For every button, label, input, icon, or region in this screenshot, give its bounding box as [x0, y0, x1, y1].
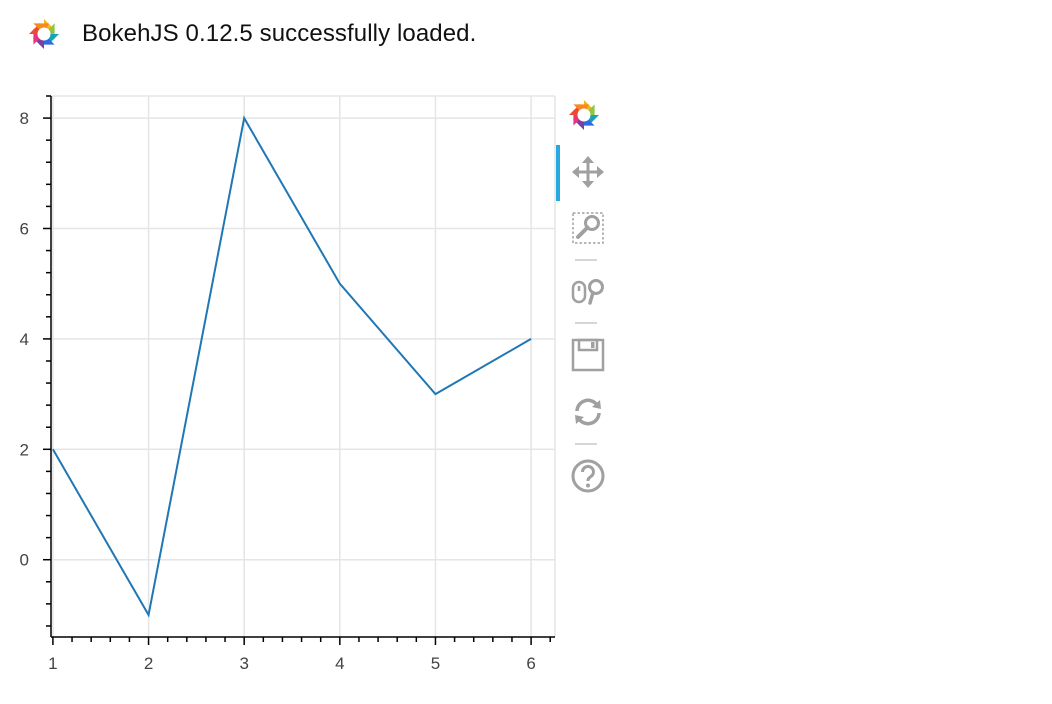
series-layer — [52, 115, 532, 618]
help-icon — [571, 459, 605, 493]
x-tick-label: 1 — [48, 654, 57, 673]
series-line — [52, 115, 532, 618]
pan-icon — [572, 156, 604, 188]
active-tool-indicator — [556, 145, 560, 201]
grid-lines — [51, 95, 556, 637]
tick-labels: 0 2 4 6 8 1 2 3 4 5 6 — [20, 109, 536, 673]
save-icon — [571, 338, 605, 372]
pan-tool-button[interactable] — [570, 154, 606, 190]
reset-icon — [575, 398, 601, 426]
y-tick-label: 8 — [20, 109, 29, 128]
toolbar-separator — [575, 322, 597, 324]
y-tick-label: 6 — [20, 219, 29, 238]
toolbar-separator — [575, 259, 597, 261]
x-tick-label: 3 — [239, 654, 248, 673]
x-tick-label: 6 — [526, 654, 535, 673]
help-tool-button[interactable] — [570, 458, 606, 494]
x-tick-label: 4 — [335, 654, 344, 673]
box-zoom-icon — [572, 212, 604, 244]
toolbar-separator — [575, 443, 597, 445]
box-zoom-tool-button[interactable] — [570, 210, 606, 246]
load-message: BokehJS 0.12.5 successfully loaded. — [82, 20, 477, 47]
y-tick-label: 4 — [20, 330, 29, 349]
line-chart[interactable]: 0 2 4 6 8 1 2 3 4 5 6 — [0, 80, 560, 690]
bokeh-logo-icon — [29, 19, 59, 49]
save-tool-button[interactable] — [570, 337, 606, 373]
x-tick-label: 2 — [144, 654, 153, 673]
load-banner: BokehJS 0.12.5 successfully loaded. — [24, 14, 476, 54]
y-tick-label: 2 — [20, 440, 29, 459]
toolbar-bokeh-logo-icon[interactable] — [564, 95, 604, 135]
wheel-zoom-icon — [571, 279, 604, 305]
x-tick-label: 5 — [431, 654, 440, 673]
plot-toolbar — [556, 93, 612, 513]
axes — [43, 95, 555, 645]
reset-tool-button[interactable] — [570, 394, 606, 430]
wheel-zoom-tool-button[interactable] — [570, 273, 606, 309]
y-tick-label: 0 — [20, 551, 29, 570]
